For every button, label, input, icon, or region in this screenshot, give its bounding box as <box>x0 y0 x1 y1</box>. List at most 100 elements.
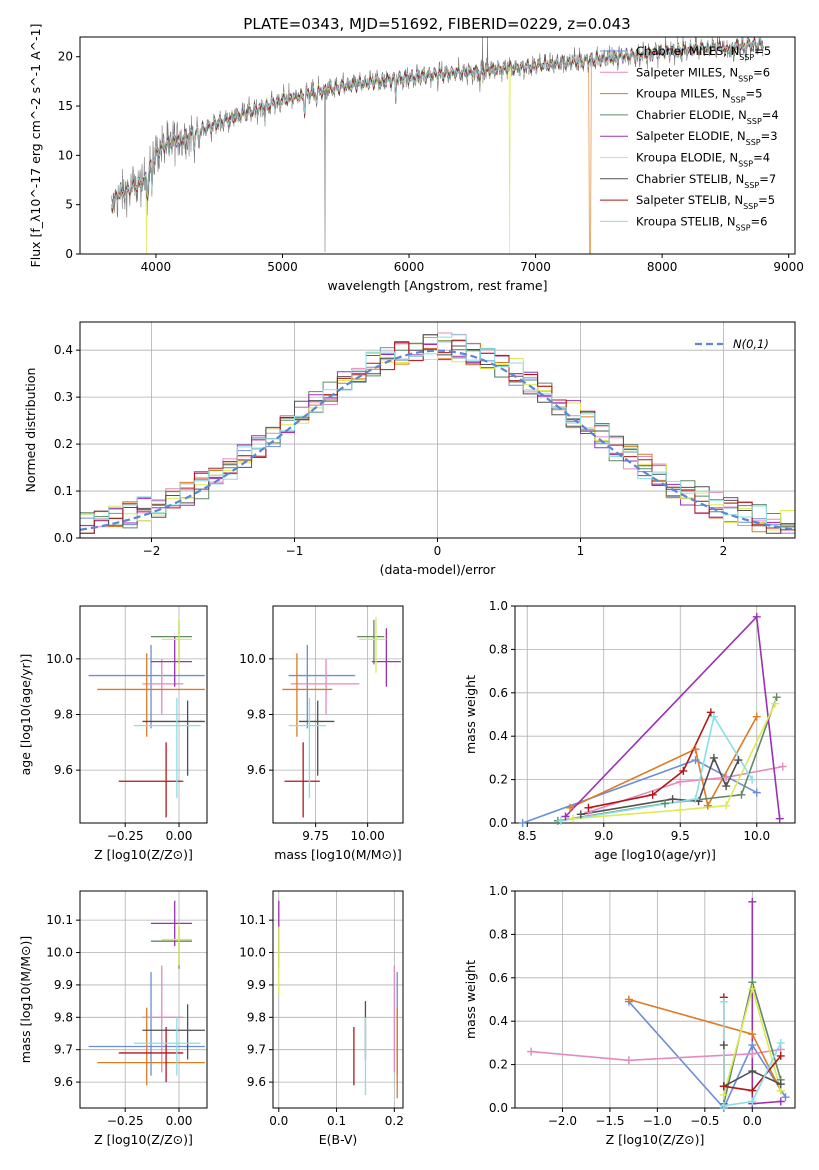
legend-count: =5 <box>758 193 775 207</box>
x-axis-label: (data-model)/error <box>380 562 497 577</box>
legend-label-6: Chabrier STELIB, NSSP=7 <box>636 172 776 190</box>
weight-line-1 <box>588 765 783 813</box>
y-tick-label: 0.2 <box>54 437 73 451</box>
legend-count: =5 <box>754 44 771 58</box>
x-tick-label: 0.00 <box>166 829 193 843</box>
weight-marker-7 <box>584 803 593 812</box>
massweight-vs-metallicity-panel: −2.0 −1.5 −1.0 −0.5 0.0 0.0 0.2 0.4 0.6 0.8 1.0 Z [… <box>463 884 796 1147</box>
legend-subscript: SSP <box>736 223 751 232</box>
y-tick-label: 0.0 <box>489 816 508 830</box>
x-axis-label: age [log10(age/yr)] <box>594 847 716 862</box>
y-tick-label: 10.1 <box>239 913 266 927</box>
weight-marker-6 <box>748 1067 757 1076</box>
weight-marker-8 <box>719 1101 728 1110</box>
legend-count: =3 <box>761 129 778 143</box>
figure-title: PLATE=0343, MJD=51692, FIBERID=0229, z=0… <box>243 15 630 33</box>
y-tick-label: 0.6 <box>489 686 508 700</box>
legend-count: =4 <box>762 108 779 122</box>
weight-marker-4 <box>561 812 570 821</box>
spectrum-panel: 4000 5000 6000 7000 8000 9000 0 5 10 15 20 waveleng… <box>28 24 804 293</box>
weight-line-1 <box>531 1048 781 1062</box>
axes-frame <box>514 890 796 1109</box>
age-vs-mass-panel: 9.75 10.00 9.6 9.8 10.0 mass [log10(M/M⊙)] <box>239 605 404 862</box>
legend-count: =5 <box>746 87 763 101</box>
x-tick-label: −1.0 <box>643 1114 672 1128</box>
legend-subscript: SSP <box>744 180 759 189</box>
y-tick-label: 9.8 <box>247 1010 266 1024</box>
weight-marker-7 <box>719 1082 728 1091</box>
x-tick-label: 10.00 <box>350 829 384 843</box>
weight-marker-4 <box>776 1097 785 1106</box>
y-tick-label: 10 <box>58 148 73 162</box>
weight-marker-2 <box>624 995 633 1004</box>
y-axis-label: Normed distribution <box>23 368 38 493</box>
weight-marker-6 <box>776 1080 785 1089</box>
weight-marker-8 <box>748 1097 757 1106</box>
y-tick-label: 0.6 <box>489 971 508 985</box>
weight-marker-6 <box>576 810 585 819</box>
x-tick-label: 0.00 <box>166 1114 193 1128</box>
weight-line-7 <box>588 711 712 809</box>
y-axis-label: mass weight <box>463 960 478 1039</box>
weight-marker-2 <box>752 712 761 721</box>
x-tick-label: 4000 <box>141 260 172 274</box>
legend-label-8: Kroupa STELIB, NSSP=6 <box>636 214 767 232</box>
y-tick-label: 15 <box>58 99 73 113</box>
weight-marker-1 <box>778 762 787 771</box>
y-axis-label: mass weight <box>463 675 478 754</box>
weight-marker-2 <box>748 1030 757 1039</box>
weight-marker-0 <box>518 819 527 827</box>
plot-area <box>531 901 787 1108</box>
x-tick-label: 7000 <box>520 260 551 274</box>
legend-label-4: Salpeter ELODIE, NSSP=3 <box>636 129 778 147</box>
spectrum-legend: Chabrier MILES, NSSP=5 Salpeter MILES, NS… <box>600 44 779 232</box>
weight-marker-6 <box>709 753 718 762</box>
legend-count: =7 <box>759 172 776 186</box>
x-tick-label: 0 <box>434 544 442 558</box>
y-tick-label: 0.8 <box>489 927 508 941</box>
x-axis-label: E(B-V) <box>319 1132 358 1147</box>
legend-label-1: Salpeter MILES, NSSP=6 <box>636 65 770 83</box>
histogram-8 <box>80 334 795 529</box>
mass-vs-ebv-panel: 0.0 0.1 0.2 9.6 9.7 9.8 9.9 10.0 10.1 E(B-V) <box>239 890 404 1147</box>
gridlines <box>273 891 403 1108</box>
y-tick-label: 0.2 <box>489 1058 508 1072</box>
x-tick-label: 2 <box>720 544 728 558</box>
y-axis-label: age [log10(age/yr)] <box>18 654 33 776</box>
y-tick-label: 0.4 <box>54 343 73 357</box>
plot-area <box>88 900 205 1086</box>
y-tick-label: 0.1 <box>54 484 73 498</box>
weight-marker-8 <box>719 997 728 1006</box>
weight-marker-5 <box>722 801 731 810</box>
age-vs-metallicity-panel: −0.25 0.00 9.6 9.8 10.0 Z [log10(Z/Z⊙)] age [l… <box>18 605 208 862</box>
weight-marker-8 <box>709 712 718 721</box>
weight-line-8 <box>722 1001 782 1107</box>
y-tick-label: 1.0 <box>489 599 508 613</box>
y-tick-label: 10.0 <box>46 652 73 666</box>
weight-marker-7 <box>648 790 657 799</box>
y-tick-label: 10.1 <box>46 913 73 927</box>
legend-subscript: SSP <box>739 53 754 62</box>
x-axis-label: wavelength [Angstrom, rest frame] <box>327 278 547 293</box>
y-tick-label: 20 <box>58 50 73 64</box>
x-tick-label: −1.5 <box>595 1114 624 1128</box>
legend-subscript: SSP <box>746 138 761 147</box>
x-tick-label: 9000 <box>773 260 804 274</box>
mass-vs-metallicity-panel: −0.25 0.00 9.6 9.7 9.8 9.9 10.0 10.1 Z [log10(Z/… <box>18 890 208 1147</box>
weight-marker-5 <box>719 1090 728 1099</box>
legend-subscript: SSP <box>731 95 746 104</box>
residuals-panel: −2 −1 0 1 2 0.0 0.1 0.2 0.3 0.4 (data-model)/error… <box>23 321 796 577</box>
y-tick-label: 1.0 <box>489 884 508 898</box>
y-axis-label: Flux [f_λ10^-17 erg cm^-2 s^-1 A^-1] <box>28 24 43 268</box>
legend-count: =4 <box>753 151 770 165</box>
axes-frame <box>514 605 796 824</box>
y-tick-label: 10.0 <box>239 946 266 960</box>
weight-marker-8 <box>691 795 700 804</box>
x-tick-label: 8.5 <box>518 829 537 843</box>
plot-area <box>522 615 783 823</box>
legend-label-5: Kroupa ELODIE, NSSP=4 <box>636 151 770 169</box>
weight-marker-2 <box>691 745 700 754</box>
weight-marker-1 <box>748 1049 757 1058</box>
y-axis-label: mass [log10(M/M⊙)] <box>18 936 33 1064</box>
